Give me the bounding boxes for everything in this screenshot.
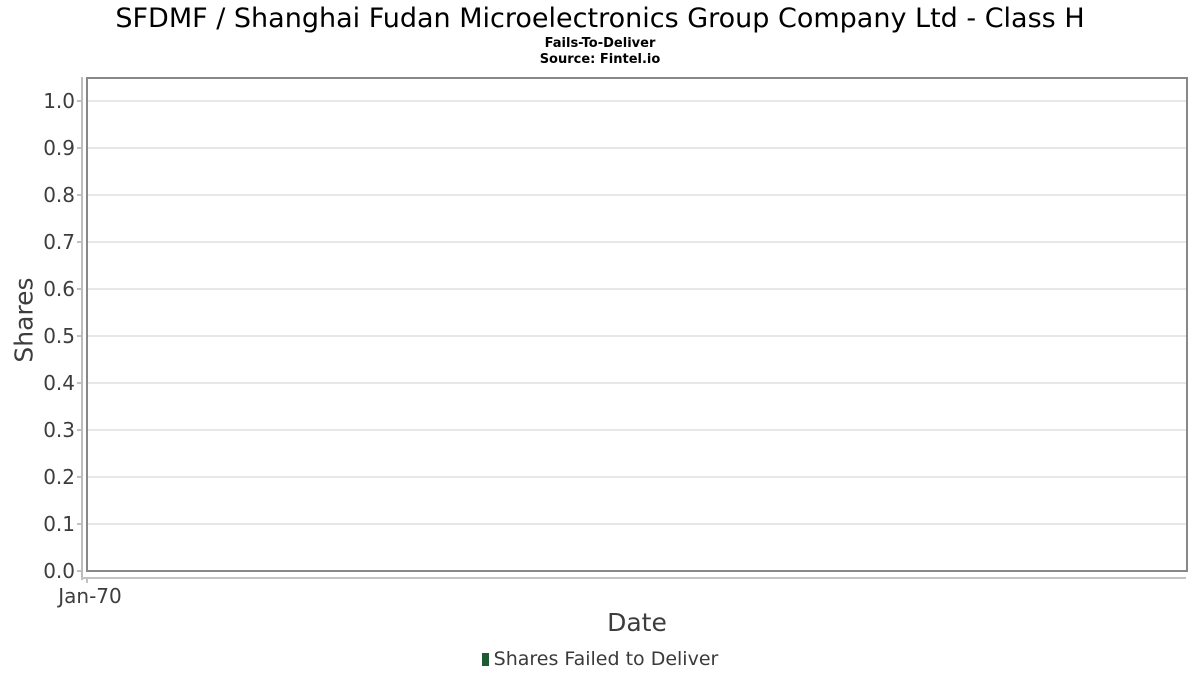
gridline — [88, 147, 1186, 149]
chart-title: SFDMF / Shanghai Fudan Microelectronics … — [115, 3, 1085, 34]
y-tick-label: 0.6 — [43, 277, 75, 301]
y-tick-label: 0.2 — [43, 465, 75, 489]
gridline — [88, 429, 1186, 431]
gridline — [88, 382, 1186, 384]
gridline — [88, 335, 1186, 337]
gridline — [88, 100, 1186, 102]
gridline — [88, 288, 1186, 290]
y-tick-mark — [77, 194, 81, 196]
y-tick-mark — [77, 382, 81, 384]
y-tick-label: 1.0 — [43, 89, 75, 113]
legend-marker-icon — [481, 653, 489, 666]
gridline — [88, 194, 1186, 196]
y-tick-label: 0.5 — [43, 324, 75, 348]
y-tick-mark — [77, 570, 81, 572]
x-axis-title: Date — [607, 608, 667, 637]
y-tick-mark — [77, 523, 81, 525]
y-tick-label: 0.9 — [43, 136, 75, 160]
legend-entry: Shares Failed to Deliver — [481, 647, 719, 672]
y-tick-mark — [77, 429, 81, 431]
y-tick-label: 0.0 — [43, 559, 75, 583]
y-axis-line — [81, 77, 83, 580]
gridline — [88, 476, 1186, 478]
y-axis-title: Shares — [9, 277, 39, 363]
x-axis-line — [81, 577, 1186, 579]
y-tick-label: 0.1 — [43, 512, 75, 536]
plot-area: 0.0 0.1 0.2 0.3 0.4 0.5 0.6 0.7 0.8 0.9 1.0 Jan-70 — [43, 77, 1188, 608]
y-tick-mark — [77, 241, 81, 243]
y-tick-label: 0.4 — [43, 371, 75, 395]
y-tick-mark — [77, 335, 81, 337]
y-tick-mark — [77, 147, 81, 149]
gridline — [88, 523, 1186, 525]
y-tick-mark — [77, 288, 81, 290]
legend-label: Shares Failed to Deliver — [493, 648, 719, 670]
chart-source-credit: Source: Fintel.io — [539, 52, 661, 67]
chart-subtitle: Fails-To-Deliver — [544, 36, 656, 51]
y-tick-mark — [77, 100, 81, 102]
legend: Shares Failed to Deliver — [0, 647, 1200, 672]
x-tick-label: Jan-70 — [58, 584, 122, 608]
y-tick-label: 0.3 — [43, 418, 75, 442]
y-tick-label: 0.8 — [43, 183, 75, 207]
y-tick-mark — [77, 476, 81, 478]
y-tick-label: 0.7 — [43, 230, 75, 254]
gridline — [88, 241, 1186, 243]
x-tick-mark — [86, 579, 88, 583]
